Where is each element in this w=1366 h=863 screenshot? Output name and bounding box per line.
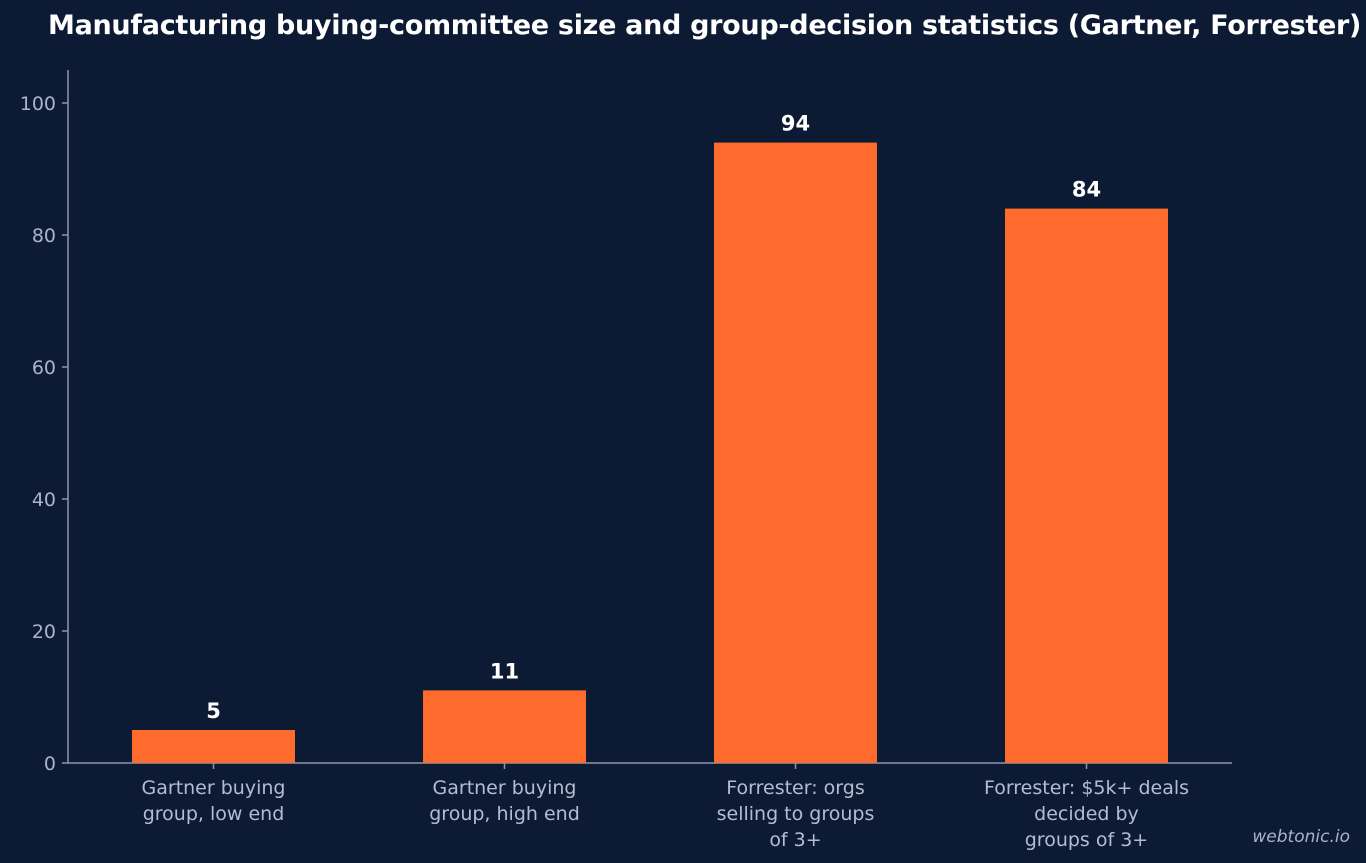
category-label-line: Forrester: $5k+ deals	[984, 777, 1189, 799]
y-tick-label: 100	[20, 93, 56, 115]
category-label-line: groups of 3+	[1025, 829, 1148, 851]
category-label-line: Gartner buying	[433, 777, 577, 799]
value-label: 11	[490, 659, 519, 683]
category-label-line: group, low end	[143, 803, 285, 825]
watermark: webtonic.io	[1252, 827, 1350, 847]
bar	[714, 142, 877, 764]
bar	[132, 730, 295, 763]
category-label-line: group, high end	[429, 803, 580, 825]
category-label-line: of 3+	[769, 829, 821, 851]
category-label-line: selling to groups	[717, 803, 875, 825]
category-label-line: Gartner buying	[142, 777, 286, 799]
value-labels-group: 5 11 94 84	[206, 112, 1101, 723]
value-label: 5	[206, 699, 221, 723]
category-label-line: decided by	[1034, 803, 1139, 825]
category-label-line: Forrester: orgs	[726, 777, 864, 799]
category-label: Forrester: $5k+ deals decided by groups of…	[984, 777, 1189, 851]
category-label: Gartner buying group, high end	[429, 777, 580, 825]
y-tick-label: 20	[32, 621, 56, 643]
category-label: Forrester: orgs selling to groups of 3+	[717, 777, 875, 851]
y-axis: 0 20 40 60 80 100	[20, 70, 69, 775]
category-label: Gartner buying group, low end	[142, 777, 286, 825]
y-tick-label: 0	[44, 753, 56, 775]
y-tick-label: 60	[32, 357, 56, 379]
chart-title: Manufacturing buying-committee size and …	[48, 10, 1362, 41]
y-tick-label: 40	[32, 489, 56, 511]
value-label: 94	[781, 112, 810, 136]
bars-group	[132, 142, 1168, 764]
x-axis	[68, 762, 1232, 769]
y-tick-label: 80	[32, 225, 56, 247]
value-label: 84	[1072, 178, 1101, 202]
bar	[1005, 208, 1168, 764]
bar	[423, 690, 586, 763]
